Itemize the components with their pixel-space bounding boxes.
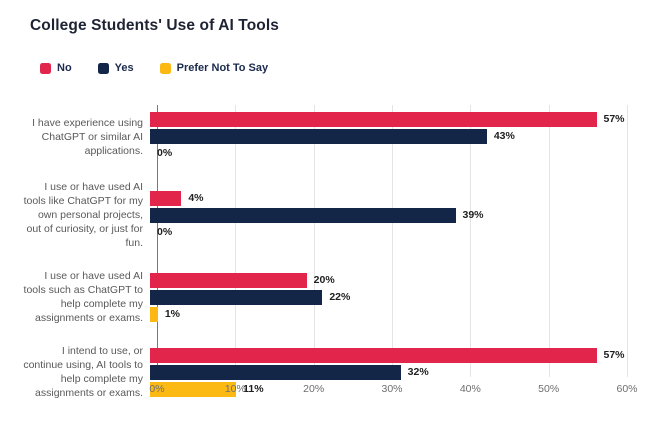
bar-value-label: 0% [157, 225, 173, 238]
bar-value-label: 43% [493, 130, 515, 142]
category-label: I use or have used AI tools such as Chat… [23, 270, 143, 324]
x-tick-label: 0% [149, 383, 165, 395]
x-tick-label: 60% [616, 383, 638, 395]
bar-yes [150, 364, 401, 380]
bar-track: 43% [150, 129, 620, 144]
x-tick-label: 10% [224, 383, 246, 395]
bar-chart: I have experience using ChatGPT or simil… [22, 105, 638, 405]
bar-prefer-not-to-say [150, 381, 237, 397]
bar-track: 0% [150, 146, 620, 161]
bar-value-label: 0% [157, 147, 173, 159]
bar-no [150, 112, 597, 127]
bar-track: 57% [150, 112, 625, 127]
bar-track: 32% [150, 364, 620, 380]
bar-group: 57% 32% 11% [150, 347, 625, 397]
bar-value-label: 57% [603, 348, 625, 361]
bar-value-label: 11% [243, 382, 264, 395]
bar-track: 4% [150, 190, 620, 206]
chart-row: I use or have used AI tools like ChatGPT… [22, 180, 627, 250]
bar-value-label: 57% [603, 113, 625, 125]
chart-rows: I have experience using ChatGPT or simil… [22, 105, 627, 400]
bar-yes [150, 289, 323, 305]
legend-swatch-yes [97, 62, 109, 74]
bar-no [150, 347, 597, 363]
x-tick-label: 30% [381, 383, 403, 395]
bar-yes [150, 129, 487, 144]
bar-value-label: 22% [329, 290, 351, 303]
legend-item-yes: Yes [97, 62, 134, 74]
bar-track: 22% [150, 289, 620, 305]
x-tick-label: 40% [459, 383, 481, 395]
legend-item-no: No [40, 62, 72, 74]
gridline [627, 105, 628, 377]
bar-value-label: 4% [188, 191, 204, 204]
x-axis: 0% 10% 20% 30% 40% 50% 60% [149, 383, 637, 399]
bar-track: 1% [150, 306, 620, 322]
chart-row: I have experience using ChatGPT or simil… [22, 112, 627, 161]
bar-track: 57% [150, 347, 625, 363]
bar-track: 0% [150, 225, 620, 240]
chart-title: College Students' Use of AI Tools [30, 17, 279, 34]
bar-yes [150, 207, 456, 223]
bar-group: 4% 39% 0% [150, 190, 620, 240]
category-label: I use or have used AI tools like ChatGPT… [23, 181, 143, 249]
category-label: I have experience using ChatGPT or simil… [32, 116, 143, 157]
bar-track: 39% [150, 207, 620, 223]
legend: No Yes Prefer Not To Say [40, 62, 268, 74]
legend-label: Prefer Not To Say [176, 62, 269, 74]
legend-label: No [57, 62, 72, 74]
bar-group: 20% 22% 1% [150, 272, 620, 322]
bar-value-label: 1% [164, 307, 181, 320]
x-tick-label: 50% [538, 383, 560, 395]
bar-no [150, 272, 307, 288]
chart-row: I intend to use, or continue using, AI t… [22, 344, 627, 400]
bar-prefer-not-to-say [150, 306, 158, 322]
legend-swatch-no [40, 62, 51, 74]
chart-row: I use or have used AI tools such as Chat… [22, 269, 627, 325]
legend-item-prefer-not-to-say: Prefer Not To Say [159, 62, 269, 74]
legend-label: Yes [114, 62, 134, 74]
category-label: I intend to use, or continue using, AI t… [23, 345, 143, 399]
bar-value-label: 32% [407, 365, 429, 378]
x-tick-label: 20% [303, 383, 325, 395]
bar-value-label: 39% [462, 208, 484, 221]
bar-track: 11% [150, 381, 620, 397]
bar-value-label: 20% [313, 273, 335, 286]
legend-swatch-prefer-not-to-say [159, 62, 171, 74]
bar-track: 20% [150, 272, 620, 288]
bar-group: 57% 43% 0% [150, 112, 625, 161]
bar-no [150, 190, 182, 206]
